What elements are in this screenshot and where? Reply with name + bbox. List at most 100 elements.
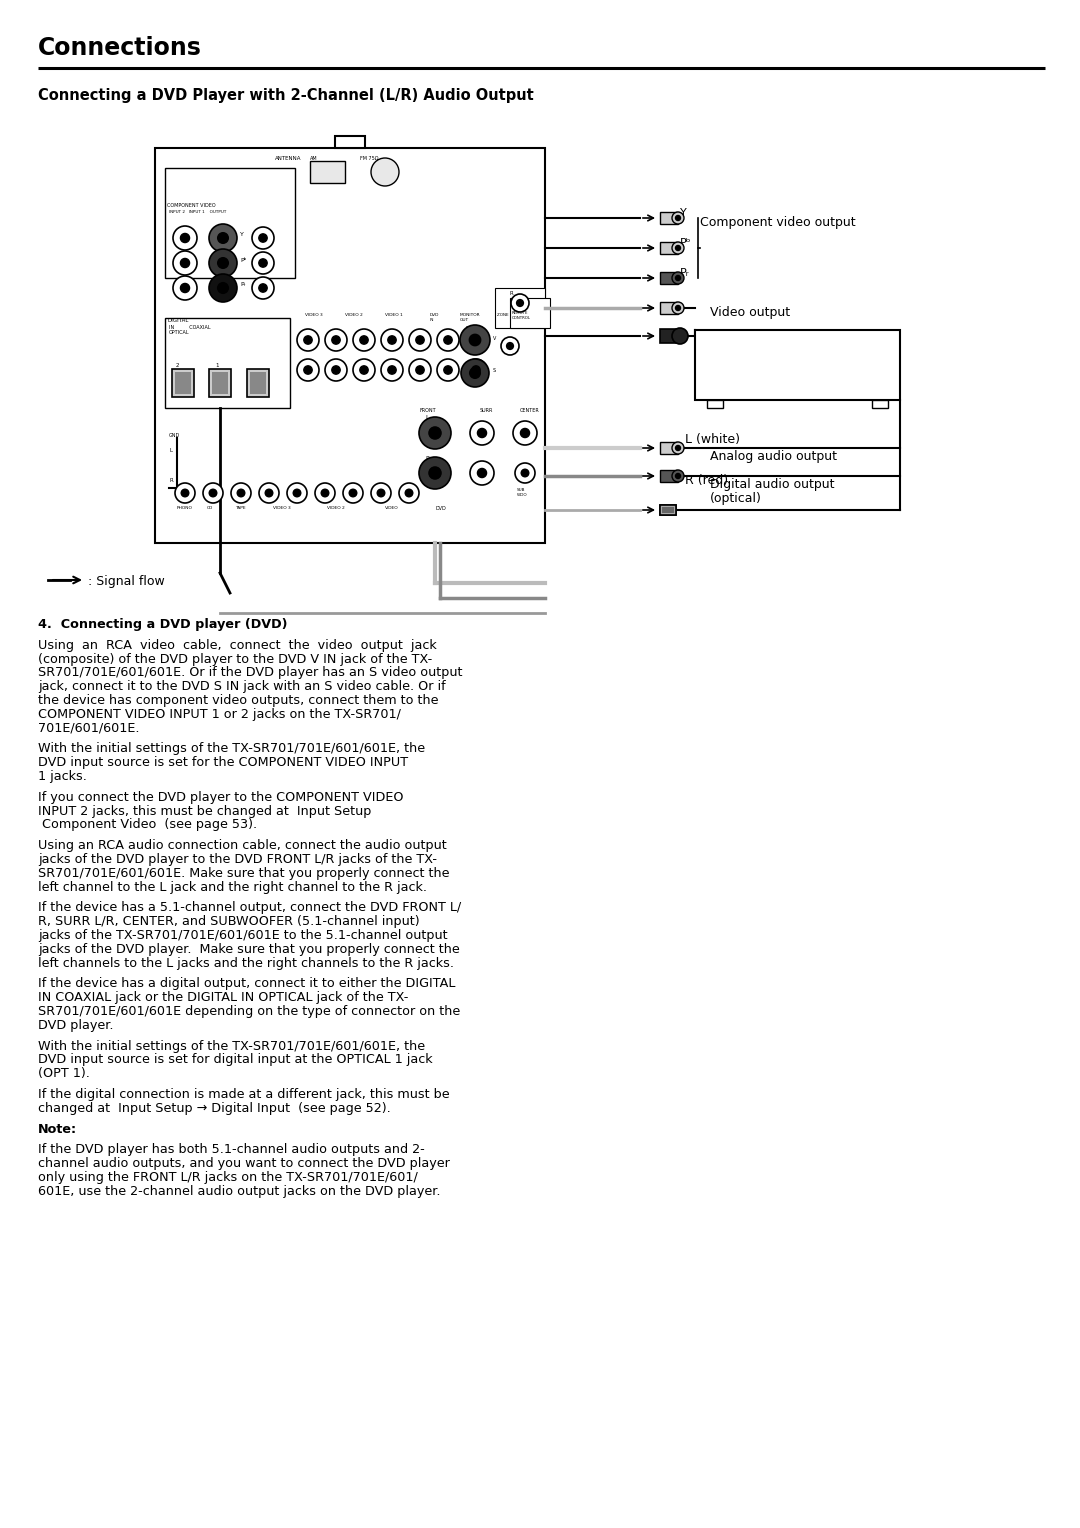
Text: channel audio outputs, and you want to connect the DVD player: channel audio outputs, and you want to c… <box>38 1157 450 1170</box>
Bar <box>175 371 191 394</box>
Circle shape <box>218 258 228 269</box>
Circle shape <box>501 338 519 354</box>
Text: SURR: SURR <box>480 408 494 413</box>
Circle shape <box>419 417 451 449</box>
Text: Connecting a DVD Player with 2-Channel (L/R) Audio Output: Connecting a DVD Player with 2-Channel (… <box>38 89 534 102</box>
Circle shape <box>672 303 684 313</box>
Circle shape <box>259 258 267 267</box>
Bar <box>310 160 345 183</box>
Text: only using the FRONT L/R jacks on the TX-SR701/701E/601/: only using the FRONT L/R jacks on the TX… <box>38 1170 418 1184</box>
Text: 4.  Connecting a DVD player (DVD): 4. Connecting a DVD player (DVD) <box>38 617 287 631</box>
Text: VIDEO 2: VIDEO 2 <box>327 506 345 510</box>
Circle shape <box>372 483 391 503</box>
Circle shape <box>210 225 237 252</box>
Text: Component Video  (see page 53).: Component Video (see page 53). <box>38 819 257 831</box>
Circle shape <box>470 335 481 345</box>
Circle shape <box>173 277 197 299</box>
Circle shape <box>252 228 274 249</box>
Bar <box>510 298 550 329</box>
Circle shape <box>470 368 481 379</box>
Bar <box>247 368 269 397</box>
Text: COMPONENT VIDEO INPUT 1 or 2 jacks on the TX-SR701/: COMPONENT VIDEO INPUT 1 or 2 jacks on th… <box>38 707 401 721</box>
Text: COMPONENT VIDEO: COMPONENT VIDEO <box>167 203 216 208</box>
Bar <box>165 168 295 278</box>
Text: R: R <box>426 455 429 461</box>
Text: Note:: Note: <box>38 1123 77 1135</box>
Text: L (white): L (white) <box>685 432 740 446</box>
Text: 601E, use the 2-channel audio output jacks on the DVD player.: 601E, use the 2-channel audio output jac… <box>38 1184 441 1198</box>
Text: 2: 2 <box>175 364 179 368</box>
Text: Y: Y <box>240 232 244 237</box>
Text: SUB
WOO: SUB WOO <box>517 487 528 497</box>
Circle shape <box>675 306 680 310</box>
Bar <box>872 400 888 408</box>
Text: If the digital connection is made at a different jack, this must be: If the digital connection is made at a d… <box>38 1088 449 1102</box>
Text: DVD input source is set for the COMPONENT VIDEO INPUT: DVD input source is set for the COMPONEN… <box>38 756 408 769</box>
Text: With the initial settings of the TX-SR701/701E/601/601E, the: With the initial settings of the TX-SR70… <box>38 743 426 755</box>
Bar <box>156 148 545 542</box>
Circle shape <box>210 489 217 497</box>
Text: DVD: DVD <box>465 325 476 332</box>
Text: VIDEO: VIDEO <box>384 506 399 510</box>
Circle shape <box>218 232 228 243</box>
Text: ZONE 2: ZONE 2 <box>497 313 513 316</box>
Text: changed at  Input Setup → Digital Input  (see page 52).: changed at Input Setup → Digital Input (… <box>38 1102 391 1115</box>
Circle shape <box>252 277 274 299</box>
Text: If you connect the DVD player to the COMPONENT VIDEO: If you connect the DVD player to the COM… <box>38 792 404 804</box>
Circle shape <box>477 428 487 437</box>
Text: Pᵣ: Pᵣ <box>680 267 690 278</box>
Text: FM 75Ω: FM 75Ω <box>360 156 378 160</box>
Text: R, SURR L/R, CENTER, and SUBWOOFER (5.1-channel input): R, SURR L/R, CENTER, and SUBWOOFER (5.1-… <box>38 915 420 927</box>
Bar <box>249 371 266 394</box>
Circle shape <box>180 283 190 292</box>
Circle shape <box>675 275 680 281</box>
Text: Video output: Video output <box>710 306 791 319</box>
Circle shape <box>675 474 680 478</box>
Circle shape <box>672 212 684 225</box>
Text: Analog audio output: Analog audio output <box>710 451 837 463</box>
Bar <box>660 272 678 284</box>
Text: jack, connect it to the DVD S IN jack with an S video cable. Or if: jack, connect it to the DVD S IN jack wi… <box>38 680 446 694</box>
Text: IN COAXIAL jack or the DIGITAL IN OPTICAL jack of the TX-: IN COAXIAL jack or the DIGITAL IN OPTICA… <box>38 992 408 1004</box>
Circle shape <box>470 422 494 445</box>
Text: IN: IN <box>465 332 470 336</box>
Circle shape <box>259 284 267 292</box>
Text: jacks of the TX-SR701/701E/601/601E to the 5.1-channel output: jacks of the TX-SR701/701E/601/601E to t… <box>38 929 447 941</box>
Text: SR701/701E/601/601E. Make sure that you properly connect the: SR701/701E/601/601E. Make sure that you … <box>38 866 449 880</box>
Text: 1 jacks.: 1 jacks. <box>38 770 86 782</box>
Circle shape <box>321 489 328 497</box>
Text: OPTICAL: OPTICAL <box>168 330 190 335</box>
Circle shape <box>218 283 228 293</box>
Text: DVD player.: DVD player. <box>38 1019 113 1031</box>
Text: (optical): (optical) <box>710 492 761 504</box>
Circle shape <box>511 293 529 312</box>
Circle shape <box>180 258 190 267</box>
Text: Digital audio output: Digital audio output <box>710 478 835 490</box>
Circle shape <box>332 365 340 374</box>
Bar <box>660 329 680 342</box>
Text: INPUT 2 jacks, this must be changed at  Input Setup: INPUT 2 jacks, this must be changed at I… <box>38 805 372 817</box>
Bar <box>495 287 545 329</box>
Text: L: L <box>168 448 172 452</box>
Circle shape <box>353 329 375 351</box>
Text: R (red): R (red) <box>685 474 728 487</box>
Text: ANTENNA: ANTENNA <box>275 156 301 160</box>
Text: left channels to the L jacks and the right channels to the R jacks.: left channels to the L jacks and the rig… <box>38 957 454 970</box>
Circle shape <box>238 489 245 497</box>
Circle shape <box>231 483 251 503</box>
Circle shape <box>293 489 301 497</box>
Text: If the DVD player has both 5.1-channel audio outputs and 2-: If the DVD player has both 5.1-channel a… <box>38 1143 424 1157</box>
Text: CENTER: CENTER <box>519 408 540 413</box>
Circle shape <box>461 359 489 387</box>
Circle shape <box>325 329 347 351</box>
Text: L: L <box>426 416 429 420</box>
Text: left channel to the L jack and the right channel to the R jack.: left channel to the L jack and the right… <box>38 880 427 894</box>
Circle shape <box>419 457 451 489</box>
Circle shape <box>470 461 494 484</box>
Text: DVD input source is set for digital input at the OPTICAL 1 jack: DVD input source is set for digital inpu… <box>38 1053 433 1067</box>
Text: GND: GND <box>168 432 180 439</box>
Circle shape <box>349 489 356 497</box>
Circle shape <box>672 272 684 284</box>
Circle shape <box>303 365 312 374</box>
Text: S: S <box>492 368 496 373</box>
